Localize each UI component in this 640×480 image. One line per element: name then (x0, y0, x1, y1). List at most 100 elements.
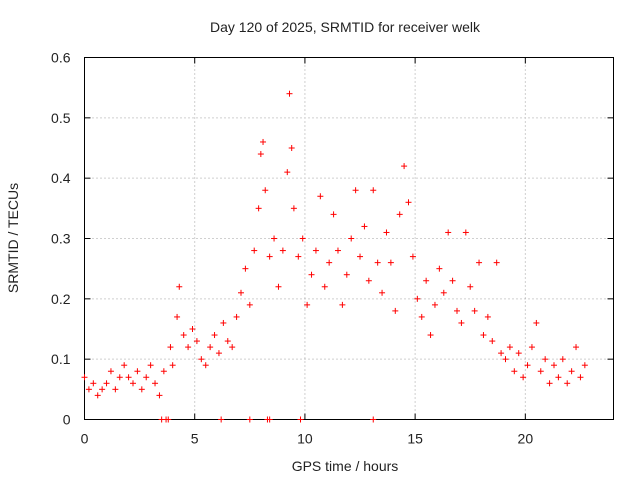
data-point (229, 344, 236, 351)
data-point (515, 350, 522, 357)
data-point (198, 356, 205, 363)
data-point (418, 313, 425, 320)
data-point (352, 187, 359, 194)
data-point (220, 319, 227, 326)
data-point (343, 271, 350, 278)
data-point (414, 295, 421, 302)
data-point (134, 368, 141, 375)
plot-frame (84, 57, 614, 420)
data-point (357, 253, 364, 260)
data-point (271, 235, 278, 242)
y-axis-label: SRMTID / TECUs (5, 183, 21, 293)
data-point (480, 332, 487, 339)
data-point (445, 229, 452, 236)
zero-value-point (218, 416, 225, 423)
data-point (112, 386, 119, 393)
data-point (361, 223, 368, 230)
data-point (462, 229, 469, 236)
x-tick-label: 5 (191, 431, 199, 447)
data-point (103, 380, 110, 387)
tick-labels: 0 0.1 0.2 0.3 0.4 0.5 0.6 0 5 10 15 20 (51, 50, 533, 447)
data-point (387, 259, 394, 266)
data-point (317, 193, 324, 200)
data-point (167, 344, 174, 351)
data-point (295, 253, 302, 260)
data-point (348, 235, 355, 242)
data-point (152, 380, 159, 387)
data-point (257, 151, 264, 158)
data-point (129, 380, 136, 387)
data-point (308, 271, 315, 278)
data-point (493, 259, 500, 266)
data-point (260, 138, 267, 145)
data-point (458, 319, 465, 326)
data-point (233, 313, 240, 320)
data-point (156, 392, 163, 399)
x-tick-label: 10 (297, 431, 313, 447)
data-point (262, 187, 269, 194)
x-axis-label: GPS time / hours (292, 458, 399, 474)
data-point (392, 307, 399, 314)
data-point (484, 313, 491, 320)
data-point (330, 211, 337, 218)
data-point (299, 235, 306, 242)
data-point (275, 283, 282, 290)
data-point (431, 301, 438, 308)
data-point (396, 211, 403, 218)
zero-value-point (246, 416, 253, 423)
data-point (476, 259, 483, 266)
data-point (215, 350, 222, 357)
data-point (542, 356, 549, 363)
data-point (284, 169, 291, 176)
data-point (537, 368, 544, 375)
data-point (193, 338, 200, 345)
data-point (290, 205, 297, 212)
data-point (405, 199, 412, 206)
data-point (304, 301, 311, 308)
zero-value-point (370, 416, 377, 423)
y-tick-label: 0.6 (51, 50, 71, 66)
data-point (326, 259, 333, 266)
data-point (409, 253, 416, 260)
data-point (189, 326, 196, 332)
data-point (85, 386, 92, 393)
zero-value-point (266, 416, 273, 423)
y-tick-label: 0 (63, 412, 71, 428)
data-point (423, 277, 430, 284)
y-tick-label: 0.1 (51, 351, 71, 367)
data-point (550, 362, 557, 369)
data-point (379, 289, 386, 296)
data-point (288, 145, 295, 151)
data-point (279, 247, 286, 254)
data-point (506, 344, 513, 351)
data-point (99, 386, 106, 393)
data-point (121, 362, 128, 369)
data-point (440, 289, 447, 296)
data-point (143, 374, 150, 381)
data-point (202, 362, 209, 369)
data-point (365, 277, 372, 284)
y-tick-label: 0.4 (51, 170, 71, 186)
data-point (312, 247, 319, 254)
x-tick-label: 20 (518, 431, 534, 447)
data-point (498, 350, 505, 357)
data-point (383, 229, 390, 236)
data-point (577, 374, 584, 381)
data-point (401, 163, 408, 170)
data-point (94, 392, 101, 399)
data-point (449, 277, 456, 284)
data-point (533, 319, 540, 326)
data-point (489, 338, 496, 345)
data-point (255, 205, 262, 212)
data-point (520, 374, 527, 381)
y-tick-label: 0.5 (51, 110, 71, 126)
data-point (266, 253, 273, 260)
data-point (242, 265, 249, 272)
zero-value-point (297, 416, 304, 423)
chart-title: Day 120 of 2025, SRMTID for receiver wel… (210, 19, 481, 35)
data-point (321, 283, 328, 290)
data-point (176, 283, 183, 290)
data-point (138, 386, 145, 393)
data-point (251, 247, 258, 254)
